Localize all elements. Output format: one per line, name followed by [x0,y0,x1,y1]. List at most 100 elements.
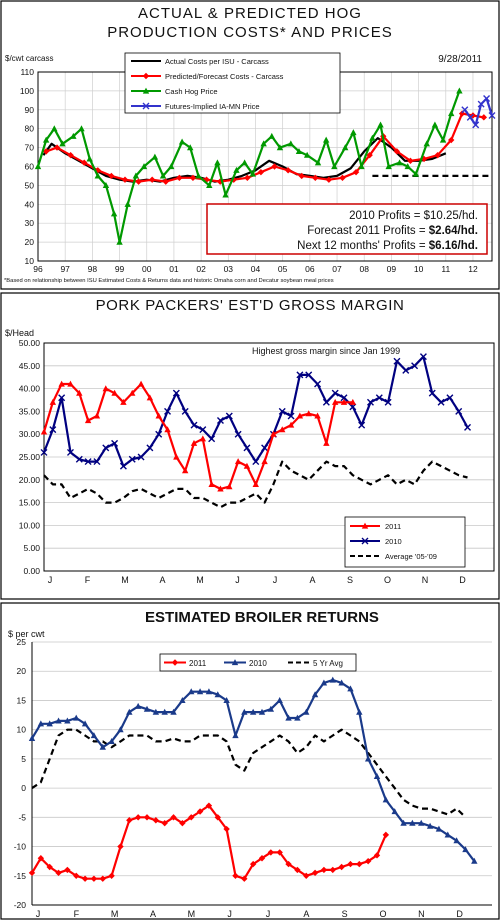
legend-marker-1 [142,72,150,80]
data-point-2-7 [94,172,102,179]
data-point-2-9 [110,210,118,217]
y-tick-label-3: 40 [25,199,35,209]
data-point-1-8 [148,176,156,183]
data-point-0-0 [40,428,48,435]
legend-label-2: 5 Yr Avg [313,659,343,668]
legend-box [124,52,341,114]
chart-title: PORK PACKERS' EST'D GROSS MARGIN [96,297,405,314]
x-tick-label-4: M [196,575,204,585]
data-point-1-6 [93,458,101,466]
chart-date: 9/28/2011 [438,54,482,65]
profit-line-1: Forecast 2011 Profits = $2.64/hd. [307,225,478,237]
data-point-0-13 [155,412,162,419]
hog-chart-panel: ACTUAL & PREDICTED HOG PRODUCTION COSTS* … [0,0,500,290]
data-point-3-0 [461,106,469,114]
y-tick-label-1: 20 [25,237,35,247]
data-point-1-23 [243,444,251,452]
data-point-2-25 [249,170,256,177]
data-point-2-8 [102,182,110,188]
data-point-1-40 [382,796,390,803]
plot-area [43,342,495,572]
data-point-1-28 [287,412,295,420]
data-point-0-26 [270,430,277,437]
data-point-1-1 [37,720,45,727]
data-point-2-19 [195,172,202,179]
data-point-1-5 [84,458,92,466]
x-tick-label-2: M [111,909,119,919]
y-tick-label-8: 40.00 [19,384,41,394]
series-1 [42,110,488,185]
data-point-0-15 [173,453,180,460]
data-point-0-20 [205,802,213,809]
data-point-1-43 [419,353,427,361]
data-point-1-25 [261,444,269,452]
data-point-1-47 [444,831,451,838]
y-tick-label-6: 70 [25,143,35,153]
data-point-2-28 [276,144,284,151]
data-point-1-30 [294,714,301,721]
x-tick-label-9: O [384,575,391,585]
x-tick-label-0: 96 [33,264,43,274]
data-point-1-20 [216,417,224,425]
chart-subtitle: PRODUCTION COSTS* AND PRICES [107,24,393,41]
legend-label-1: 2010 [385,537,402,546]
data-point-0-34 [340,398,348,405]
x-tick-label-10: N [418,909,425,919]
data-point-1-50 [471,857,478,864]
y-axis-label: $ per cwt [8,629,45,639]
x-tick-label-7: A [303,909,309,919]
x-tick-label-4: M [188,909,196,919]
data-point-2-18 [187,144,194,151]
data-point-1-31 [303,708,310,715]
legend-marker-2 [142,87,150,94]
data-point-0-1 [49,398,57,405]
y-tick-label-0: 0.00 [23,566,40,576]
data-point-1-26 [258,708,266,715]
y-tick-label-7: 15 [17,695,27,705]
data-point-1-8 [99,743,106,750]
data-point-0-35 [349,398,357,405]
data-point-1-13 [155,430,163,438]
data-point-1-9 [162,178,169,185]
data-point-2-34 [331,163,338,170]
data-point-0-2 [46,863,53,871]
data-point-1-36 [358,421,366,429]
data-point-1-22 [234,430,242,438]
data-point-1-8 [111,439,119,447]
data-point-1-16 [257,168,265,176]
x-tick-label-9: O [379,909,386,919]
x-tick-label-9: 05 [278,264,288,274]
data-point-3-2 [472,121,480,129]
data-point-1-3 [66,448,74,456]
data-point-0-19 [196,808,204,815]
broiler-chart: ESTIMATED BROILER RETURNS $ per cwt -20 -15… [0,602,500,920]
y-tick-label-5: 25.00 [19,452,41,462]
data-point-1-11 [137,453,145,461]
legend-label-2: Average '05-'09 [385,552,437,561]
x-tick-label-5: J [227,909,232,919]
x-tick-label-6: J [273,575,278,585]
data-point-2-32 [314,159,322,166]
data-point-1-45 [426,822,434,829]
data-point-2-46 [439,136,447,143]
x-tick-label-11: D [456,909,463,919]
data-point-1-13 [143,705,151,712]
data-point-1-3 [55,717,62,724]
data-point-1-39 [373,773,381,780]
y-tick-label-4: 50 [25,180,35,190]
data-point-2-30 [295,147,303,154]
data-point-2-23 [233,166,240,173]
data-point-1-42 [400,819,407,826]
chart-annotation: Highest gross margin since Jan 1999 [252,346,400,356]
data-point-1-4 [94,167,102,174]
data-point-0-8 [111,389,118,396]
data-point-2-37 [358,163,365,170]
y-tick-label-5: 60 [25,162,35,172]
broiler-panel: ESTIMATED BROILER RETURNS $ per cwt -20 -15… [0,602,500,920]
data-point-1-31 [458,110,466,117]
legend-marker-1 [361,537,369,545]
x-tick-label-7: A [309,575,315,585]
data-point-1-37 [356,708,363,715]
legend-label-1: Predicted/Forecast Costs - Carcass [165,72,284,81]
pork-margin-chart: PORK PACKERS' EST'D GROSS MARGIN $/Head Hi… [0,292,500,600]
